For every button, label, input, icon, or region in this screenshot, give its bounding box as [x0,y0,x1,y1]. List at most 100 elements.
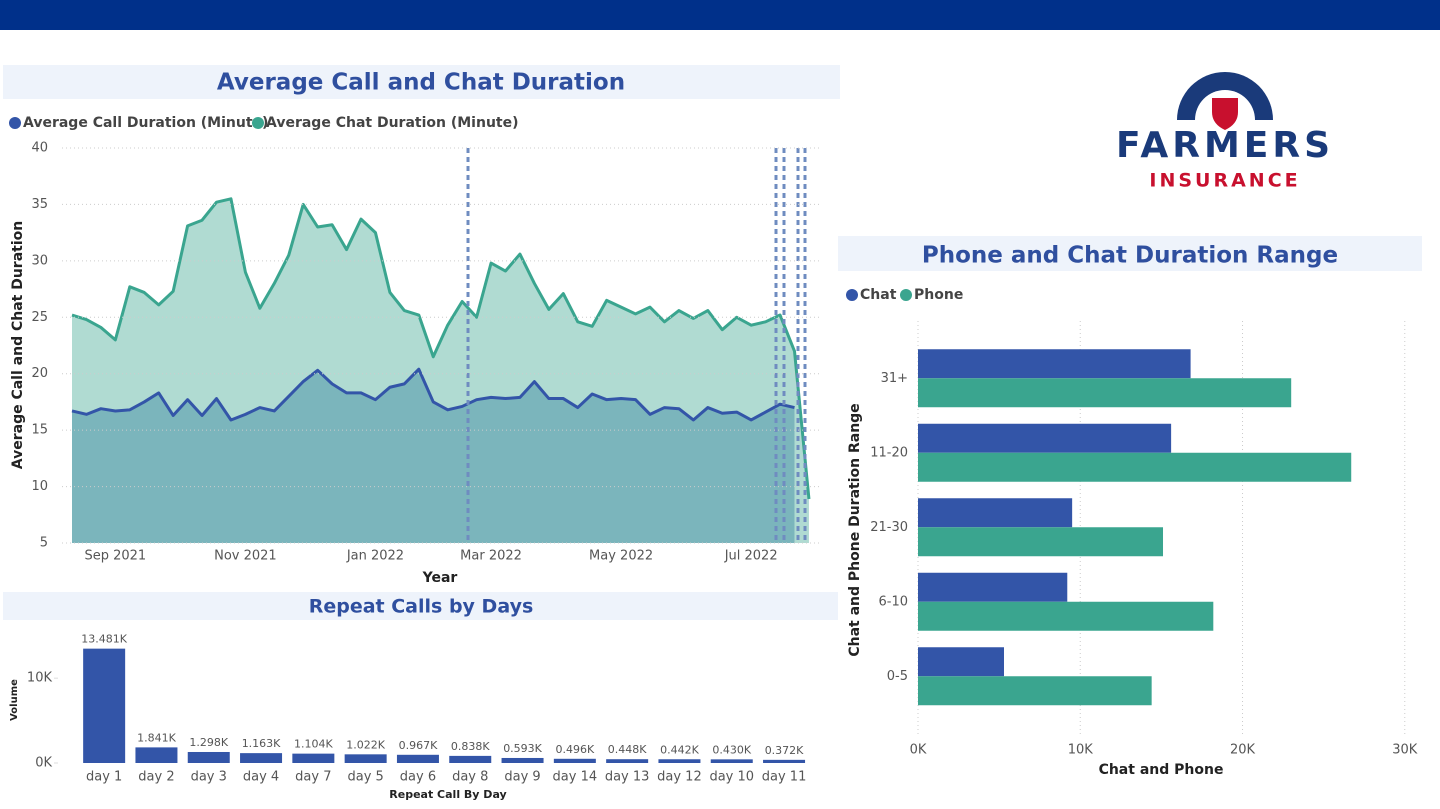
bar [918,378,1292,408]
legend-label: Chat [860,287,897,303]
legend-label: Average Call Duration (Minute) [23,115,268,131]
x-tick-label: day 3 [191,770,227,785]
legend-marker [252,117,264,129]
y-tick-label: 11-20 [870,445,908,460]
bar [918,527,1164,557]
data-label: 0.967K [399,739,438,752]
legend-marker [9,117,21,129]
chart-title: Repeat Calls by Days [309,596,534,618]
y-axis-title: Average Call and Chat Duration [10,221,26,469]
y-tick-label: 40 [31,141,48,156]
y-tick-label: 15 [31,423,48,438]
x-tick-label: day 14 [553,770,598,785]
y-tick-label: 31+ [881,371,908,386]
data-label: 1.163K [242,737,281,750]
y-tick-label: 10K [27,671,53,686]
data-label: 0.838K [451,740,490,753]
bar [918,349,1191,379]
legend-marker [900,289,912,301]
logo-name: FARMERS [1116,125,1334,166]
x-tick-label: day 7 [295,770,331,785]
x-tick-label: 0K [910,743,927,758]
y-tick-label: 0K [35,756,52,771]
x-axis-title: Chat and Phone [1099,762,1224,778]
y-axis-title: Volume [9,679,20,721]
y-tick-label: 20 [31,366,48,381]
y-tick-label: 35 [31,197,48,212]
y-tick-label: 0-5 [887,669,908,684]
bar [918,423,1172,453]
bar [918,498,1073,528]
x-axis-title: Repeat Call By Day [389,788,506,801]
bar [449,755,492,763]
logo-tagline: INSURANCE [1149,170,1300,192]
x-tick-label: day 9 [504,770,540,785]
x-axis-title: Year [422,570,458,586]
legend-label: Phone [914,287,963,303]
bar [553,758,596,763]
y-tick-label: 5 [40,536,48,551]
y-tick-label: 25 [31,310,48,325]
x-tick-label: day 2 [138,770,174,785]
data-label: 0.372K [765,744,804,757]
area-fill [72,369,795,543]
chart-title: Average Call and Chat Duration [217,70,625,96]
y-tick-label: 30 [31,253,48,268]
title-band [3,65,840,99]
x-tick-label: 10K [1068,743,1094,758]
bar [344,754,387,763]
data-label: 0.448K [608,743,647,756]
data-label: 1.104K [294,738,333,751]
bar [918,647,1004,677]
bar [918,572,1068,602]
chart-title: Phone and Chat Duration Range [922,243,1338,269]
x-tick-label: 30K [1392,743,1418,758]
series-line [71,197,811,500]
bar [763,759,806,763]
series-line [71,367,795,422]
bar [83,648,126,763]
data-label: 0.442K [660,743,699,756]
x-tick-label: day 10 [709,770,754,785]
x-tick-label: day 6 [400,770,436,785]
data-label: 0.496K [555,743,594,756]
x-tick-label: day 8 [452,770,488,785]
title-band [3,592,838,620]
x-tick-label: 20K [1230,743,1256,758]
x-tick-label: Jul 2022 [724,549,778,564]
bar [606,759,649,763]
bar [240,753,283,763]
bar [135,747,178,763]
bar [918,601,1214,631]
data-label: 0.593K [503,742,542,755]
x-tick-label: Sep 2021 [84,549,146,564]
x-tick-label: Nov 2021 [214,549,277,564]
y-tick-label: 6-10 [878,594,908,609]
data-label: 1.841K [137,731,176,744]
x-tick-label: May 2022 [589,549,653,564]
bar [292,753,335,763]
x-tick-label: Mar 2022 [460,549,522,564]
x-tick-label: day 11 [762,770,807,785]
data-label: 1.298K [189,736,228,749]
bar [396,754,439,763]
reference-lines [466,148,807,543]
bar [918,676,1152,706]
top-bar [0,0,1440,30]
data-label: 0.430K [712,743,751,756]
bar [918,452,1352,482]
x-tick-label: day 1 [86,770,122,785]
bar [501,757,544,763]
y-axis-title: Chat and Phone Duration Range [847,403,863,656]
x-tick-label: day 13 [605,770,650,785]
legend-label: Average Chat Duration (Minute) [266,115,519,131]
legend-marker [846,289,858,301]
logo-emblem [1177,72,1273,130]
title-band [838,236,1422,271]
x-tick-label: day 5 [347,770,383,785]
bar [187,751,230,763]
data-label: 13.481K [81,633,127,646]
bar [658,759,701,763]
x-tick-label: Jan 2022 [346,549,404,564]
